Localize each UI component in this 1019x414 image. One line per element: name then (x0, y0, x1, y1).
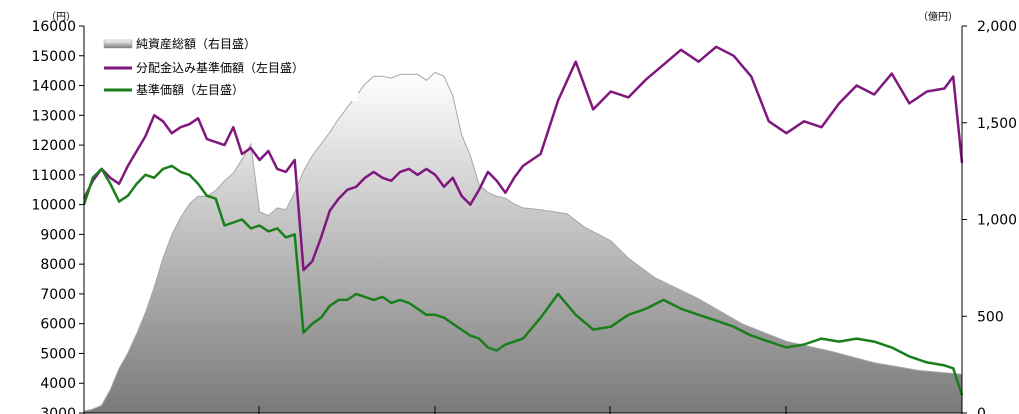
left-axis-tick-label: 13000 (31, 108, 76, 124)
right-axis-unit: （億円） (918, 10, 958, 23)
line-layer (82, 45, 964, 396)
left-axis-tick-label: 5000 (40, 346, 76, 362)
left-axis-tick-label: 7000 (40, 287, 76, 303)
right-axis-ticks: 0 500 1,000 1,500 2,000 (962, 19, 1017, 414)
left-axis-tick-label: 3000 (40, 406, 76, 414)
series-line-nav (82, 164, 964, 396)
left-axis-tick-label: 10000 (31, 198, 76, 214)
legend: 純資産総額（右目盛） 分配金込み基準価額（左目盛） 基準価額（左目盛） (96, 33, 358, 101)
left-axis-unit: （円） (46, 11, 76, 23)
left-axis-ticks: 3000 4000 5000 6000 7000 8000 9000 10000 11000 12… (31, 19, 84, 414)
legend-label-net-assets: 純資産総額（右目盛） (136, 36, 256, 51)
left-axis-tick-label: 4000 (40, 376, 76, 392)
left-axis-tick-label: 9000 (40, 227, 76, 243)
right-axis-tick-label: 1,500 (977, 116, 1017, 132)
left-axis-tick-label: 15000 (31, 49, 76, 65)
left-axis-tick-label: 12000 (31, 138, 76, 154)
right-axis-tick-label: 500 (977, 309, 1004, 325)
legend-label-nav: 基準価額（左目盛） (136, 82, 244, 97)
right-axis-tick-label: 2,000 (977, 19, 1017, 35)
series-line-nav-with-dividend (82, 45, 964, 272)
left-axis-tick-label: 8000 (40, 257, 76, 273)
right-axis-tick-label: 0 (977, 406, 986, 414)
series-area-net-assets (83, 71, 963, 414)
left-axis-tick-label: 11000 (31, 168, 76, 184)
legend-background (96, 33, 358, 101)
left-axis-tick-label: 14000 (31, 79, 76, 95)
right-axis-tick-label: 1,000 (977, 213, 1017, 229)
left-axis-tick-label: 16000 (31, 19, 76, 35)
legend-label-nav-with-dividend: 分配金込み基準価額（左目盛） (136, 60, 304, 75)
legend-swatch-net-assets (103, 39, 133, 49)
area-layer (83, 71, 963, 414)
left-axis-tick-label: 6000 (40, 317, 76, 333)
